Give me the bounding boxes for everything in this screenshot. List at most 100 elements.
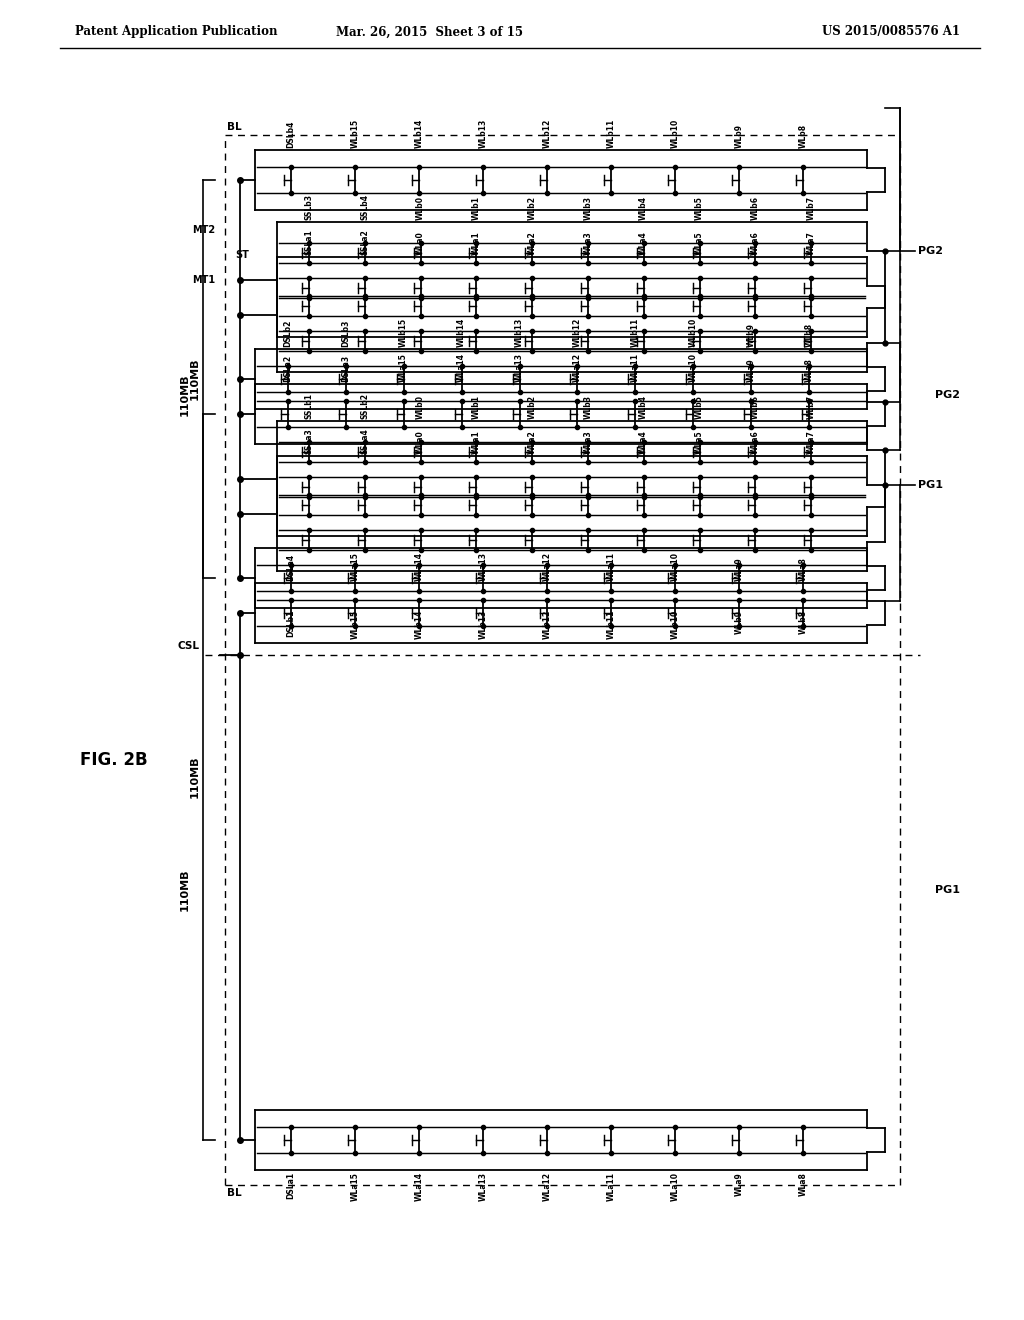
Text: DSLa3: DSLa3 [341, 355, 350, 381]
Text: WLb7: WLb7 [807, 195, 816, 220]
Text: WLb9: WLb9 [746, 323, 756, 347]
Text: WLa0: WLa0 [416, 430, 425, 454]
Text: WLb8: WLb8 [799, 610, 808, 634]
Text: PG1: PG1 [918, 479, 943, 490]
Text: WLa7: WLa7 [807, 430, 816, 454]
Text: Mar. 26, 2015  Sheet 3 of 15: Mar. 26, 2015 Sheet 3 of 15 [337, 25, 523, 38]
Text: US 2015/0085576 A1: US 2015/0085576 A1 [822, 25, 961, 38]
Text: SSLa3: SSLa3 [304, 428, 313, 454]
Text: WLb1: WLb1 [472, 195, 481, 220]
Text: WLa9: WLa9 [746, 358, 756, 381]
Text: WLb10: WLb10 [671, 119, 680, 148]
Text: WLa11: WLa11 [606, 552, 615, 581]
Text: WLb7: WLb7 [807, 395, 816, 418]
Text: WLa12: WLa12 [543, 552, 552, 581]
Text: WLb15: WLb15 [350, 610, 359, 639]
Text: WLb2: WLb2 [527, 395, 537, 418]
Text: WLb13: WLb13 [515, 318, 524, 347]
Text: WLa5: WLa5 [695, 231, 705, 255]
Text: ST: ST [234, 249, 249, 260]
Text: WLa6: WLa6 [751, 430, 760, 454]
Text: 110MB: 110MB [180, 869, 190, 911]
Text: WLb10: WLb10 [689, 318, 697, 347]
Text: WLa14: WLa14 [415, 552, 424, 581]
Text: WLa13: WLa13 [478, 552, 487, 581]
Text: DSLa2: DSLa2 [284, 355, 293, 381]
Text: WLa5: WLa5 [695, 430, 705, 454]
Text: WLb4: WLb4 [639, 395, 648, 418]
Text: WLb11: WLb11 [631, 318, 640, 347]
Text: WLb14: WLb14 [415, 119, 424, 148]
Text: WLb3: WLb3 [584, 195, 593, 220]
Text: WLa7: WLa7 [807, 231, 816, 255]
Text: WLa11: WLa11 [631, 352, 640, 381]
Text: WLb12: WLb12 [573, 318, 582, 347]
Text: WLa14: WLa14 [457, 352, 466, 381]
Text: DSLb1: DSLb1 [287, 610, 296, 638]
Text: WLb11: WLb11 [606, 119, 615, 148]
Text: SSLb1: SSLb1 [304, 393, 313, 418]
Text: WLa9: WLa9 [734, 1172, 743, 1196]
Text: WLb0: WLb0 [416, 395, 425, 418]
Text: DSLb3: DSLb3 [341, 319, 350, 347]
Text: 110MB: 110MB [190, 358, 200, 400]
Text: WLa9: WLa9 [734, 557, 743, 581]
Text: 110MB: 110MB [190, 756, 200, 799]
Text: MT1: MT1 [191, 275, 215, 285]
Text: WLa0: WLa0 [416, 231, 425, 255]
Text: WLa8: WLa8 [805, 358, 814, 381]
Text: WLb15: WLb15 [399, 318, 409, 347]
Text: WLa13: WLa13 [478, 1172, 487, 1201]
Text: WLb10: WLb10 [671, 610, 680, 639]
Text: WLb9: WLb9 [734, 610, 743, 634]
Text: WLa2: WLa2 [527, 231, 537, 255]
Text: WLa13: WLa13 [515, 352, 524, 381]
Text: SSLb4: SSLb4 [360, 194, 370, 220]
Text: DSLa1: DSLa1 [287, 1172, 296, 1199]
Text: WLb11: WLb11 [606, 610, 615, 639]
Text: WLb8: WLb8 [805, 323, 814, 347]
Text: WLb0: WLb0 [416, 195, 425, 220]
Text: DSLb4: DSLb4 [287, 120, 296, 148]
Text: WLa15: WLa15 [399, 354, 409, 381]
Text: WLb9: WLb9 [734, 124, 743, 148]
Text: WLa12: WLa12 [573, 352, 582, 381]
Text: WLa15: WLa15 [350, 1172, 359, 1201]
Text: WLb14: WLb14 [415, 610, 424, 639]
Text: WLa12: WLa12 [543, 1172, 552, 1201]
Text: WLb5: WLb5 [695, 395, 705, 418]
Text: PG1: PG1 [935, 884, 961, 895]
Text: WLb6: WLb6 [751, 195, 760, 220]
Text: WLa8: WLa8 [799, 557, 808, 581]
Text: WLb4: WLb4 [639, 195, 648, 220]
Text: WLa11: WLa11 [606, 1172, 615, 1201]
Text: PG2: PG2 [935, 389, 961, 400]
Text: WLb13: WLb13 [478, 119, 487, 148]
Text: WLb1: WLb1 [472, 395, 481, 418]
Text: FIG. 2B: FIG. 2B [80, 751, 147, 770]
Text: 110MB: 110MB [180, 374, 190, 416]
Text: WLa4: WLa4 [639, 231, 648, 255]
Text: SSLb2: SSLb2 [360, 393, 370, 418]
Text: DSLa4: DSLa4 [287, 554, 296, 581]
Text: BL: BL [227, 1188, 242, 1199]
Text: WLb2: WLb2 [527, 195, 537, 220]
Text: WLb12: WLb12 [543, 610, 552, 639]
Text: WLa10: WLa10 [671, 552, 680, 581]
Text: CSL: CSL [178, 642, 200, 651]
Text: Patent Application Publication: Patent Application Publication [75, 25, 278, 38]
Text: WLb5: WLb5 [695, 197, 705, 220]
Text: WLb3: WLb3 [584, 395, 593, 418]
Text: WLa14: WLa14 [415, 1172, 424, 1201]
Text: WLb12: WLb12 [543, 119, 552, 148]
Text: WLa1: WLa1 [472, 430, 481, 454]
Text: WLa2: WLa2 [527, 430, 537, 454]
Text: WLa3: WLa3 [584, 430, 593, 454]
Text: DSLb2: DSLb2 [284, 319, 293, 347]
Text: WLb13: WLb13 [478, 610, 487, 639]
Text: SSLb3: SSLb3 [304, 194, 313, 220]
Text: MT2: MT2 [191, 224, 215, 235]
Text: PG2: PG2 [918, 246, 943, 256]
Text: SSLa4: SSLa4 [360, 428, 370, 454]
Text: WLa15: WLa15 [350, 552, 359, 581]
